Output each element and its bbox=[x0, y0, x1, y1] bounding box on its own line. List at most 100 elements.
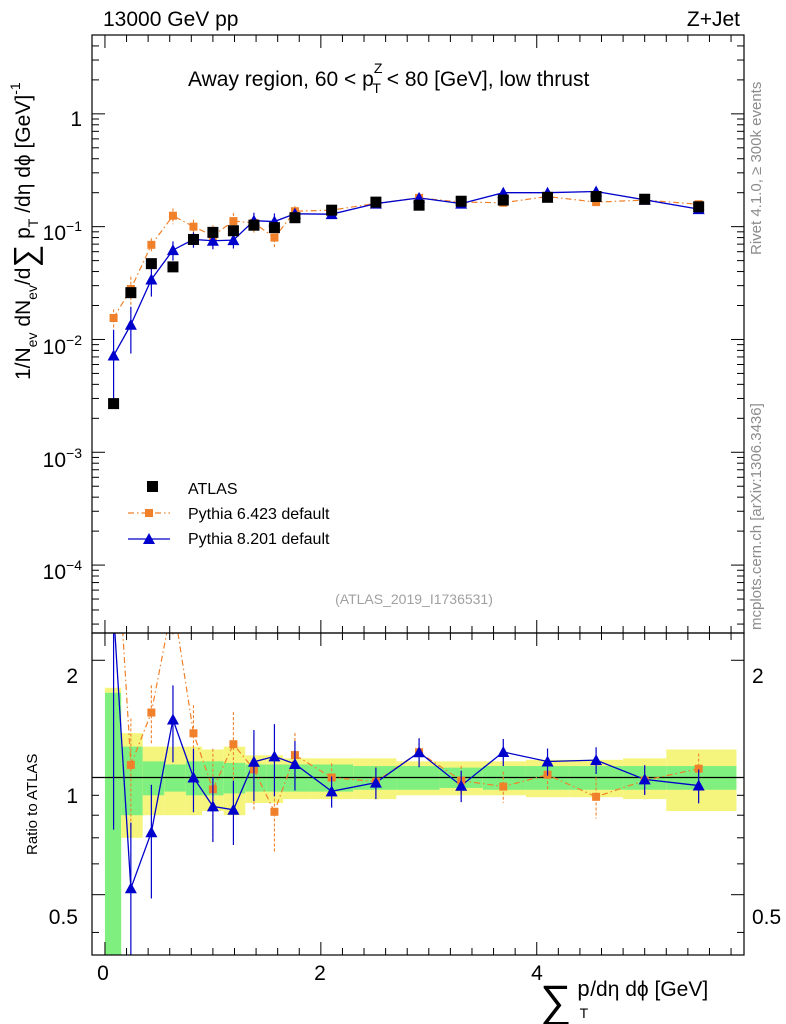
process-label: Z+Jet bbox=[687, 8, 740, 31]
pythia8-line bbox=[113, 190, 699, 356]
pythia8-ratio-point bbox=[124, 882, 137, 894]
pythia6-point bbox=[168, 211, 177, 220]
atlas-point bbox=[125, 287, 137, 299]
atlas-point bbox=[542, 191, 554, 203]
main-ylabel-3: /d bbox=[12, 268, 35, 286]
ratio-y-tick-label: 2 bbox=[66, 665, 78, 688]
atlas-point bbox=[289, 212, 301, 224]
y-tick-label: 10−1 bbox=[43, 218, 83, 245]
mcplots-side-label: mcplots.cern.ch [arXiv:1306.3436] bbox=[748, 403, 765, 630]
pythia8-ratio-point bbox=[325, 785, 338, 797]
pythia8-ratio-point bbox=[288, 757, 301, 769]
pythia6-ratio-point bbox=[189, 729, 198, 738]
ratio-y-tick-labels-right: 2 0.5 bbox=[752, 665, 781, 929]
pythia8-ratio-point bbox=[455, 779, 468, 791]
x-axis-label-T: T bbox=[580, 1005, 589, 1021]
x-tick-label: 0 bbox=[97, 962, 109, 985]
atlas-point bbox=[268, 222, 280, 234]
pythia6-ratio-point bbox=[499, 782, 508, 791]
y-tick-label: 1 bbox=[70, 108, 82, 131]
atlas-point bbox=[145, 258, 157, 270]
atlas-point bbox=[455, 195, 467, 207]
x-axis-label-sum: ∑ bbox=[540, 977, 571, 1024]
x-axis-label-rest: /dη dϕ [GeV] bbox=[590, 978, 708, 1001]
pythia6-point bbox=[189, 222, 198, 231]
pythia8-ratio-point bbox=[247, 755, 260, 767]
pythia8-ratio-point bbox=[145, 826, 158, 838]
atlas-point bbox=[227, 225, 239, 237]
legend-label-atlas: ATLAS bbox=[188, 481, 238, 498]
pythia6-ratio-point bbox=[169, 597, 177, 605]
main-ylabel-T: T bbox=[25, 218, 41, 227]
pythia8-ratio-point bbox=[590, 754, 603, 766]
atlas-point bbox=[207, 226, 219, 238]
pythia8-ratio-point bbox=[638, 773, 651, 785]
y-tick-label: 10−2 bbox=[43, 332, 83, 359]
pythia8-ratio-point bbox=[692, 779, 705, 791]
pythia8-point bbox=[227, 234, 240, 246]
pythia8-point bbox=[166, 244, 179, 256]
main-ylabel-1: 1/N bbox=[12, 347, 35, 380]
panel-title-sup: Z bbox=[374, 60, 383, 76]
main-ylabel-4: /dη dϕ [GeV] bbox=[12, 95, 35, 219]
atlas-point bbox=[248, 219, 260, 231]
pythia8-ratio-point bbox=[206, 800, 219, 812]
atlas-point bbox=[167, 261, 179, 273]
legend-marker-pythia8 bbox=[143, 533, 155, 544]
panel-title-pre: Away region, 60 < p bbox=[188, 68, 374, 91]
legend-label-pythia6: Pythia 6.423 default bbox=[188, 506, 330, 523]
pythia8-ratio-point bbox=[268, 750, 281, 762]
pythia8-ratio-point bbox=[187, 771, 200, 783]
pythia6-point bbox=[229, 217, 238, 226]
ratio-series bbox=[108, 597, 705, 955]
atlas-point bbox=[693, 201, 705, 213]
panel-title: Away region, 60 < pZ T < 80 [GeV], low th… bbox=[188, 60, 589, 96]
atlas-point bbox=[370, 196, 382, 208]
pythia6-ratio-point bbox=[229, 740, 238, 749]
ratio-y-tick-label-right: 0.5 bbox=[752, 906, 781, 929]
panel-title-sub: T bbox=[372, 80, 381, 96]
atlas-point bbox=[108, 398, 120, 410]
ratio-frame bbox=[91, 632, 745, 956]
x-tick-label: 2 bbox=[314, 962, 326, 985]
pythia8-point bbox=[124, 318, 137, 330]
main-series bbox=[107, 185, 705, 410]
pythia8-ratio-point bbox=[413, 746, 426, 758]
pythia8-point bbox=[107, 349, 120, 361]
pythia6-ratio-point bbox=[270, 807, 279, 816]
atlas-point bbox=[326, 204, 338, 216]
pythia6-point bbox=[109, 313, 118, 322]
analysis-tag: (ATLAS_2019_I1736531) bbox=[335, 591, 493, 607]
pythia8-point bbox=[206, 234, 219, 246]
main-ylabel-sum: ∑ bbox=[7, 245, 43, 268]
main-y-tick-labels: 1 10−1 10−2 10−3 10−4 bbox=[43, 108, 83, 584]
ratio-bands bbox=[104, 687, 737, 955]
x-axis-label-p: p bbox=[577, 976, 589, 1001]
pythia8-ratio-point bbox=[108, 606, 120, 617]
panel-title-post: < 80 [GeV], low thrust bbox=[381, 68, 590, 91]
main-ylabel-ev1: ev bbox=[24, 333, 40, 348]
pythia6-ratio-point bbox=[694, 764, 703, 773]
ratio-y-tick-label: 1 bbox=[66, 785, 78, 808]
legend: ATLAS Pythia 6.423 default Pythia 8.201 … bbox=[128, 481, 330, 548]
pythia8-ratio-point bbox=[227, 803, 240, 815]
chart-layer bbox=[91, 34, 745, 956]
main-ylabel: 1/Nev dNev/d∑ pT /dη dϕ [GeV]-1 bbox=[7, 82, 43, 380]
atlas-point bbox=[639, 193, 651, 205]
pythia6-point bbox=[592, 198, 601, 207]
pythia8-ratio-point bbox=[541, 755, 554, 767]
ratio-ylabel: Ratio to ATLAS bbox=[24, 754, 41, 855]
main-ylabel-ev2: ev bbox=[24, 285, 40, 300]
main-ylabel-exp: -1 bbox=[7, 82, 23, 95]
atlas-point bbox=[187, 233, 199, 245]
x-axis-label: ∑ p T/dη dϕ [GeV] bbox=[540, 976, 708, 1024]
energy-label: 13000 GeV pp bbox=[103, 8, 238, 31]
ratio-y-tick-label: 0.5 bbox=[49, 906, 78, 929]
legend-marker-pythia6 bbox=[145, 509, 153, 517]
pythia6-line bbox=[113, 195, 699, 319]
x-tick-label: 4 bbox=[531, 962, 543, 985]
pythia6-point bbox=[270, 233, 279, 242]
ratio-y-tick-labels-left: 2 1 0.5 bbox=[49, 665, 78, 929]
pythia8-ratio-point bbox=[497, 745, 510, 757]
